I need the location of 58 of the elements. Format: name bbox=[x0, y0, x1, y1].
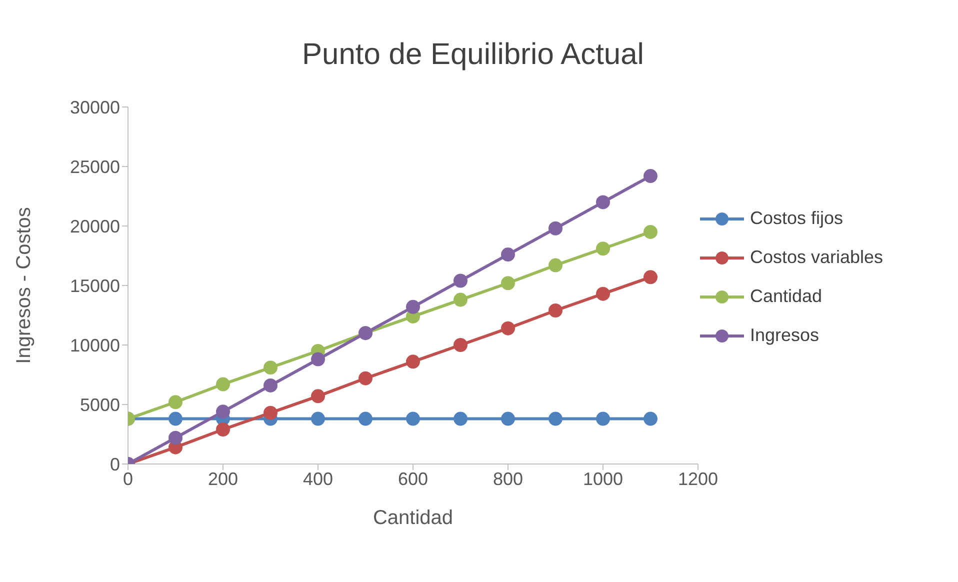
point bbox=[501, 248, 515, 262]
point bbox=[454, 338, 468, 352]
point bbox=[216, 377, 230, 392]
y-tick-label: 25000 bbox=[70, 156, 120, 177]
point bbox=[548, 221, 562, 236]
point bbox=[596, 412, 610, 426]
point bbox=[454, 274, 468, 288]
point bbox=[168, 395, 182, 410]
point bbox=[644, 169, 658, 184]
legend-label: Ingresos bbox=[750, 325, 820, 346]
point bbox=[644, 224, 658, 239]
y-tick-label: 10000 bbox=[70, 335, 120, 356]
x-tick-label: 200 bbox=[208, 468, 238, 489]
point bbox=[264, 378, 278, 392]
point bbox=[501, 276, 515, 290]
point bbox=[311, 412, 325, 426]
y-tick-label: 30000 bbox=[70, 97, 120, 118]
point bbox=[454, 292, 468, 307]
y-tick-label: 20000 bbox=[70, 216, 120, 236]
point bbox=[596, 242, 610, 256]
legend-label: Costos variables bbox=[750, 247, 884, 268]
y-tick-label: 5000 bbox=[80, 394, 120, 415]
point bbox=[644, 270, 658, 284]
y-axis-title: Ingresos - Costos bbox=[13, 207, 36, 364]
point bbox=[358, 371, 372, 386]
point bbox=[501, 412, 515, 426]
point bbox=[216, 422, 230, 436]
point bbox=[264, 406, 278, 420]
point bbox=[311, 389, 325, 404]
point bbox=[596, 286, 610, 301]
legend-label: Costos fijos bbox=[750, 208, 844, 229]
point bbox=[644, 412, 658, 426]
x-tick-label: 600 bbox=[398, 468, 428, 489]
point bbox=[358, 412, 372, 426]
point bbox=[548, 412, 562, 426]
legend-label: Cantidad bbox=[750, 286, 822, 307]
y-tick-label: 15000 bbox=[70, 276, 120, 296]
x-tick-label: 400 bbox=[302, 468, 334, 489]
point bbox=[406, 300, 420, 314]
point bbox=[311, 352, 325, 366]
x-tick-label: 800 bbox=[492, 468, 524, 489]
point bbox=[548, 258, 562, 272]
point bbox=[168, 430, 182, 445]
x-axis-title: Cantidad bbox=[372, 507, 454, 529]
x-tick-label: 0 bbox=[122, 468, 134, 489]
point bbox=[406, 412, 420, 426]
chart-title: Punto de Equilibrio Actual bbox=[301, 38, 645, 72]
point bbox=[596, 195, 610, 210]
point bbox=[454, 412, 468, 426]
point bbox=[264, 360, 278, 375]
x-tick-label: 1000 bbox=[582, 468, 624, 489]
point bbox=[501, 321, 515, 336]
point bbox=[168, 412, 182, 426]
point bbox=[548, 303, 562, 318]
x-tick-label: 1200 bbox=[678, 468, 718, 489]
point bbox=[216, 404, 230, 419]
y-tick-label: 0 bbox=[110, 454, 120, 474]
point bbox=[406, 354, 420, 369]
